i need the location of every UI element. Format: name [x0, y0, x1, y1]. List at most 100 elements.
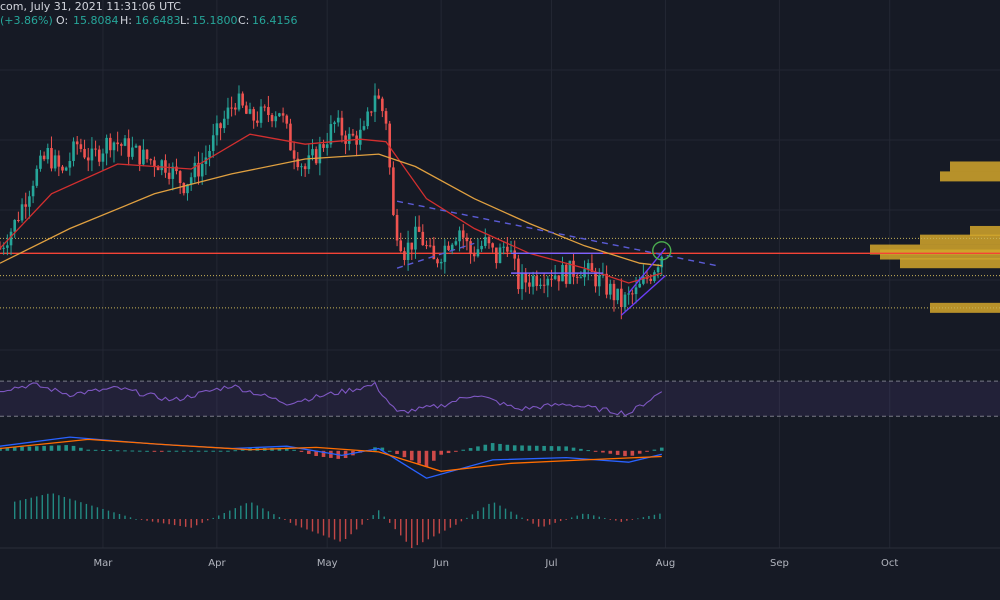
- candle-body: [28, 196, 31, 207]
- candle-body: [564, 264, 568, 284]
- momentum-bar: [223, 513, 225, 519]
- macd-histogram-bar: [0, 447, 2, 451]
- macd-histogram-bar: [218, 450, 223, 452]
- candle-body: [79, 144, 83, 149]
- candle-body: [53, 155, 57, 169]
- candle-body: [35, 168, 39, 186]
- momentum-bar: [52, 493, 55, 519]
- candle-body: [660, 256, 664, 268]
- momentum-bar: [510, 511, 512, 519]
- candle-body: [620, 288, 623, 308]
- candle-body: [344, 135, 347, 144]
- candle-body: [241, 93, 244, 106]
- momentum-bar: [118, 513, 121, 519]
- momentum-bar: [278, 517, 281, 519]
- candle-body: [215, 123, 219, 136]
- candle-body: [13, 220, 17, 232]
- macd-histogram-bar: [314, 450, 318, 457]
- momentum-bar: [30, 497, 32, 519]
- volume-profile-bar: [930, 302, 1000, 313]
- macd-histogram-bar: [564, 446, 568, 451]
- macd-histogram-bar: [137, 450, 142, 452]
- momentum-bar: [262, 508, 264, 519]
- candle-body: [557, 275, 561, 282]
- open-value: 15.8084: [73, 14, 119, 27]
- circle-marker[interactable]: [652, 241, 672, 261]
- candle-body: [461, 230, 465, 238]
- momentum-bar: [350, 519, 352, 535]
- channel-upper[interactable]: [628, 247, 666, 294]
- macd-histogram-bar: [630, 450, 635, 456]
- candle-body: [149, 159, 153, 161]
- candle-body: [432, 245, 436, 260]
- candle-body: [131, 147, 134, 157]
- candle-body: [495, 247, 498, 264]
- candle-body: [226, 107, 230, 119]
- candle-body: [370, 111, 373, 113]
- momentum-bar: [256, 505, 259, 519]
- momentum-bar: [604, 517, 606, 519]
- candle-body: [539, 284, 542, 286]
- candle-body: [9, 231, 13, 246]
- momentum-bar: [361, 519, 363, 525]
- momentum-bar: [36, 496, 38, 519]
- candle-body: [634, 287, 638, 295]
- candle-body: [64, 167, 68, 171]
- candle-body: [347, 133, 351, 144]
- candle-body: [649, 278, 653, 281]
- momentum-bar: [466, 517, 468, 519]
- candle-body: [178, 171, 182, 184]
- macd-histogram-bar: [498, 443, 502, 451]
- momentum-bar: [251, 502, 253, 519]
- volume-profile-bar: [950, 161, 1000, 172]
- momentum-bar: [471, 514, 474, 519]
- macd-histogram-bar: [329, 450, 333, 458]
- momentum-bar: [383, 516, 385, 519]
- candle-body: [517, 258, 520, 290]
- candle-body: [506, 246, 509, 252]
- momentum-bar: [190, 519, 192, 528]
- momentum-bar: [140, 519, 143, 520]
- candle-body: [403, 251, 406, 260]
- candle-body: [108, 137, 112, 151]
- candle-body: [653, 272, 656, 281]
- close-label: C:: [238, 14, 249, 27]
- candle-body: [480, 245, 483, 250]
- channel-lower[interactable]: [620, 275, 666, 316]
- macd-histogram-bar: [476, 446, 480, 451]
- candle-body: [145, 149, 149, 160]
- open-label: O:: [56, 14, 68, 27]
- candle-body: [333, 122, 336, 125]
- candle-body: [134, 145, 138, 148]
- candle-body: [75, 141, 79, 145]
- candle-body: [472, 254, 476, 257]
- candle-body: [631, 293, 634, 295]
- momentum-bar: [207, 519, 209, 521]
- momentum-bar: [488, 503, 490, 519]
- candle-body: [476, 249, 480, 257]
- momentum-bar: [311, 519, 314, 532]
- candle-body: [623, 294, 627, 308]
- candle-body: [230, 107, 233, 109]
- macd-histogram-bar: [321, 450, 326, 457]
- dashed-trendline-lower[interactable]: [396, 242, 475, 269]
- momentum-bar: [637, 518, 639, 520]
- candle-body: [256, 120, 259, 123]
- macd-histogram-bar: [307, 450, 311, 454]
- volume-profile-bar: [920, 234, 1000, 245]
- macd-histogram-bar: [608, 450, 613, 454]
- candle-body: [153, 160, 156, 168]
- momentum-bar: [151, 519, 154, 522]
- candle-body: [72, 141, 75, 161]
- rsi-line: [0, 381, 663, 417]
- momentum-pane: [14, 493, 661, 548]
- macd-histogram-bar: [27, 446, 32, 451]
- candle-body: [395, 214, 399, 241]
- candle-body: [487, 237, 491, 244]
- momentum-bar: [653, 514, 656, 519]
- macd-histogram-bar: [159, 450, 164, 452]
- macd-histogram-bar: [130, 450, 135, 452]
- momentum-bar: [548, 519, 551, 525]
- momentum-bar: [477, 510, 479, 519]
